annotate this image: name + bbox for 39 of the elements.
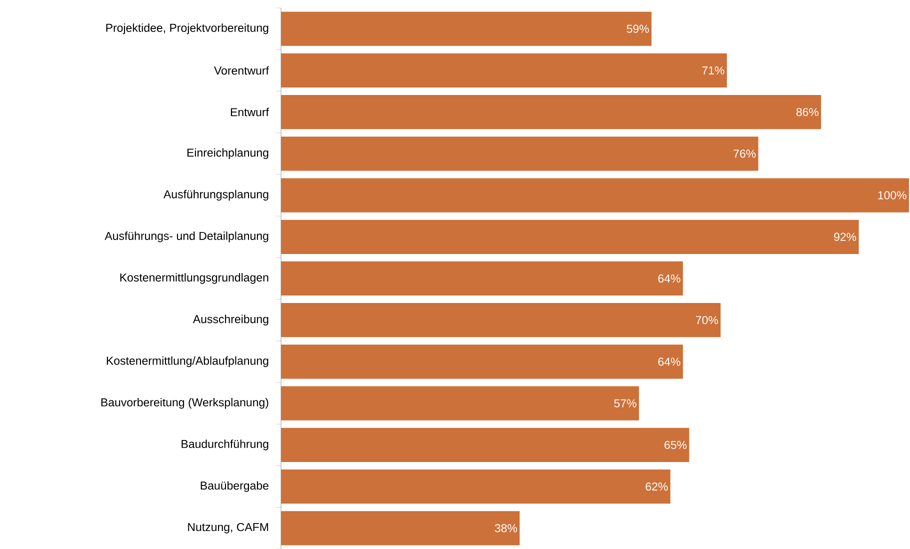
data-label: 62% — [646, 482, 668, 491]
bar — [281, 511, 520, 546]
bar — [281, 12, 652, 46]
data-label: 38% — [494, 524, 518, 532]
bar — [281, 386, 639, 420]
y-tick-label: Kostenermittlung/Ablaufplanung — [106, 356, 268, 368]
data-label: 76% — [734, 150, 756, 158]
bar — [281, 261, 683, 296]
data-label: 65% — [664, 440, 687, 450]
y-tick-label: Ausschreibung — [192, 314, 268, 326]
bar — [281, 303, 721, 338]
data-label: 59% — [626, 24, 649, 33]
bar — [281, 136, 758, 171]
y-tick-label: Vorentwurf — [214, 66, 269, 75]
y-tick-label: Kostenermittlungsgrundlagen — [120, 273, 268, 284]
y-tick-label: Bauvorbereitung (Werksplanung) — [101, 398, 268, 409]
data-label: 57% — [614, 399, 636, 408]
data-label: 64% — [658, 274, 680, 283]
data-label: 86% — [796, 108, 818, 116]
data-label: 92% — [834, 232, 856, 241]
bar — [281, 178, 910, 212]
y-tick-label: Bauübergabe — [200, 481, 268, 492]
bar — [281, 470, 670, 504]
bar — [281, 94, 822, 130]
data-label: 71% — [702, 66, 724, 74]
y-tick-label: Nutzung, CAFM — [188, 522, 268, 534]
y-tick-label: Entwurf — [230, 108, 269, 116]
data-label: 100% — [878, 191, 906, 200]
y-tick-label: Ausführungs- und Detailplanung — [104, 232, 268, 242]
bar — [281, 428, 690, 462]
bar — [281, 53, 727, 88]
y-tick-label: Einreichplanung — [187, 148, 268, 160]
bar — [281, 344, 683, 379]
data-label: 64% — [658, 358, 680, 366]
bar — [281, 220, 859, 254]
y-tick-label: Baudurchführung — [182, 440, 268, 450]
data-label: 70% — [696, 316, 718, 324]
y-tick-label: Projektidee, Projektvorbereitung — [106, 23, 268, 34]
y-tick-label: Ausführungsplanung — [163, 190, 268, 201]
